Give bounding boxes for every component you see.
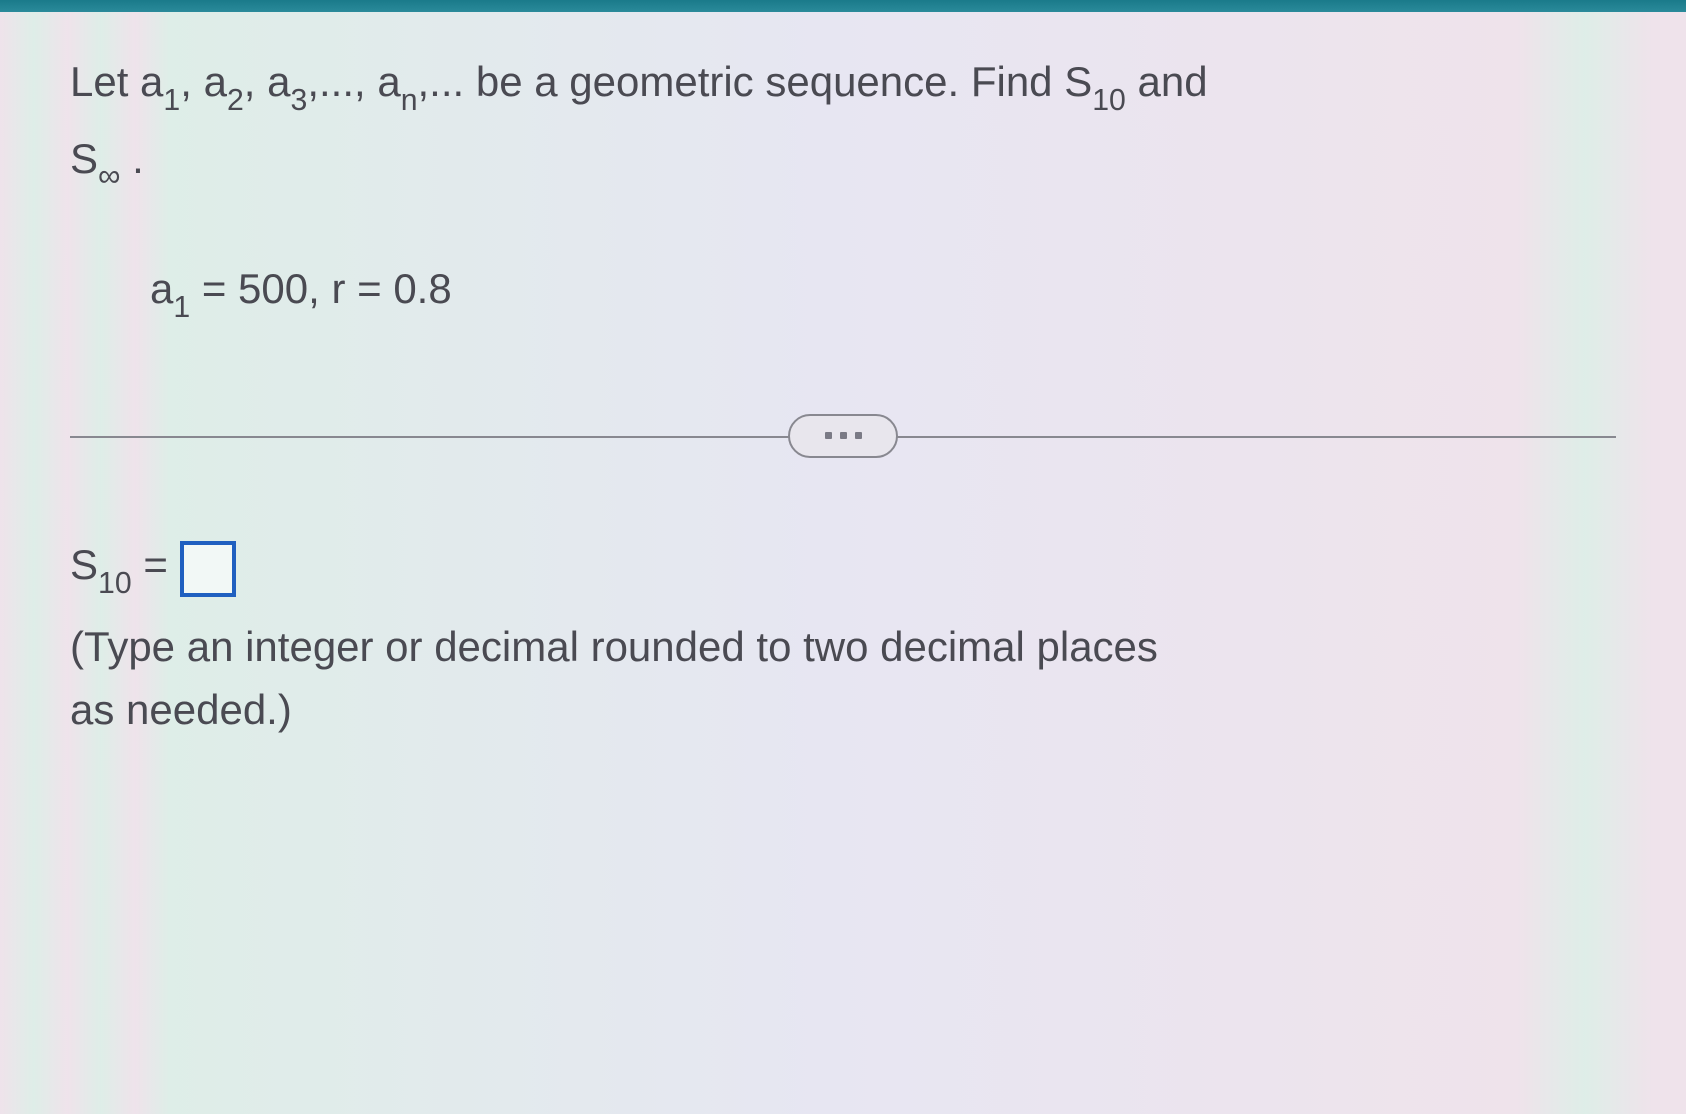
text-a: a [150,265,173,312]
problem-content: Let a1, a2, a3,..., an,... be a geometri… [0,0,1686,781]
subscript-infinity: ∞ [98,157,120,193]
text-s-inf: S [70,135,98,182]
expand-button[interactable] [788,414,898,458]
window-top-bar [0,0,1686,12]
dot-icon [855,432,862,439]
text-geometric: ,... be a geometric sequence. Find S [418,58,1093,105]
text-equals: = [132,541,168,588]
text-let: Let a [70,58,163,105]
hint-line1: (Type an integer or decimal rounded to t… [70,615,1616,678]
text-period: . [120,135,143,182]
text-and: and [1126,58,1208,105]
hint-line2: as needed.) [70,678,1616,741]
subscript-2: 2 [227,84,244,117]
text-s: S [70,541,98,588]
subscript-1: 1 [163,84,180,117]
problem-statement-line2: S∞ . [70,127,1616,196]
text-comma-a: , a [180,58,227,105]
subscript-s10: 10 [98,567,132,600]
subscript-a1: 1 [173,291,190,324]
s10-answer-input[interactable] [180,541,236,597]
section-divider [70,411,1616,461]
answer-label: S10 = [70,541,168,596]
problem-statement-line1: Let a1, a2, a3,..., an,... be a geometri… [70,50,1616,119]
given-values: a1 = 500, r = 0.8 [150,265,1616,320]
subscript-n: n [401,84,418,117]
answer-hint: (Type an integer or decimal rounded to t… [70,615,1616,741]
text-given-values: = 500, r = 0.8 [190,265,452,312]
text-comma-a2: , a [244,58,291,105]
dot-icon [825,432,832,439]
text-ellipsis-a: ,..., a [307,58,400,105]
subscript-3: 3 [290,84,307,117]
dot-icon [840,432,847,439]
answer-row: S10 = [70,541,1616,597]
subscript-10-find: 10 [1092,84,1126,117]
